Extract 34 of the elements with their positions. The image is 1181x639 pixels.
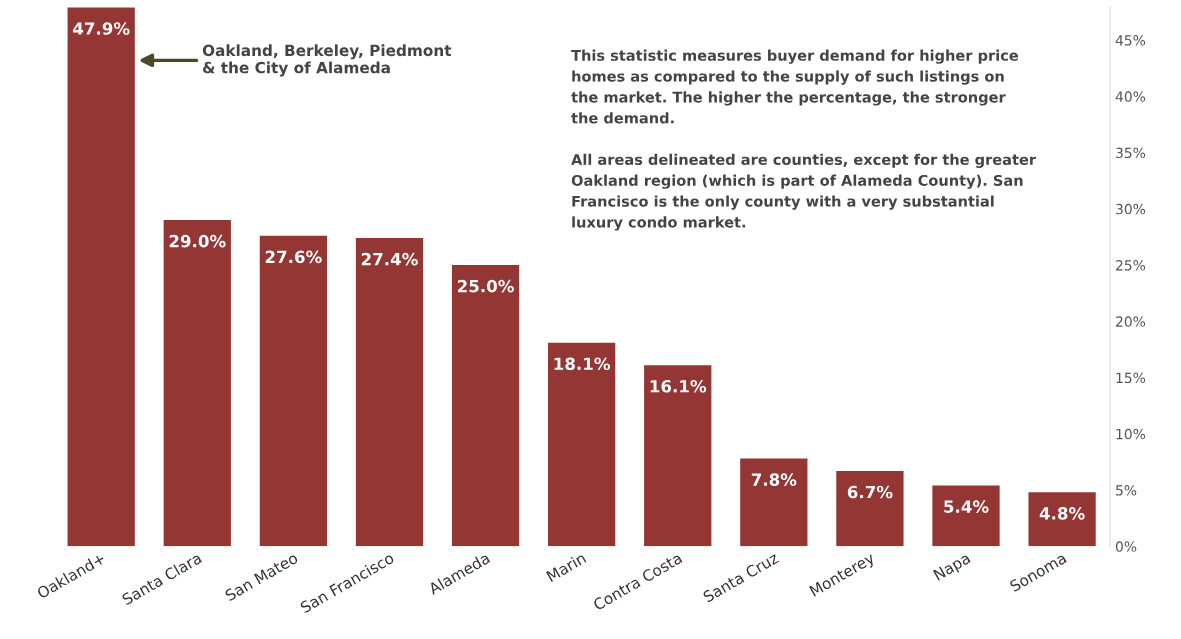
bar	[932, 485, 1000, 547]
y-tick-label: 30%	[1116, 203, 1146, 215]
bar	[740, 458, 808, 547]
data-label: 18.1%	[554, 357, 611, 371]
data-label: 4.8%	[1039, 507, 1085, 520]
y-tick-label: 15%	[1116, 372, 1146, 384]
bar	[836, 470, 904, 547]
y-tick-label: 5%	[1116, 485, 1137, 496]
y-tick-label: 45%	[1115, 35, 1146, 46]
bar	[163, 220, 231, 547]
data-label: 27.4%	[361, 252, 418, 266]
data-label: 47.9%	[73, 22, 130, 35]
bar	[259, 235, 327, 547]
text: This statistic measures buyer demand for higher price homes as compared to the supply of such listings on the market. The higher the percentage, the stronger the demand. All areas delineated are counties, except for the greater Oakland region (which is part of Alameda County). San Francisco is the only county with a very substantial luxury condo market.	[571, 49, 1037, 231]
data-label: 27.6%	[265, 250, 322, 264]
data-label: 5.4%	[944, 500, 989, 513]
y-tick-label: 25%	[1116, 260, 1146, 271]
bar	[644, 365, 712, 547]
data-label: 16.1%	[650, 379, 707, 393]
y-tick-label: 40%	[1115, 91, 1146, 102]
bar	[1028, 492, 1096, 547]
data-label: 6.7%	[847, 485, 893, 499]
y-tick-label: 10%	[1116, 428, 1146, 440]
y-tick-label: 35%	[1116, 147, 1146, 159]
bar	[451, 265, 520, 547]
y-tick-label: 20%	[1116, 316, 1146, 327]
y-tick-label: 0%	[1115, 541, 1137, 552]
bar	[548, 342, 616, 547]
bar	[355, 238, 424, 547]
data-label: 25.0%	[457, 279, 514, 293]
bar	[67, 7, 135, 547]
annotation: Oakland, Berkeley, Piedmont & the City of Alameda	[202, 44, 452, 77]
data-label: 7.8%	[751, 473, 797, 486]
data-label: 29.0%	[169, 234, 226, 248]
